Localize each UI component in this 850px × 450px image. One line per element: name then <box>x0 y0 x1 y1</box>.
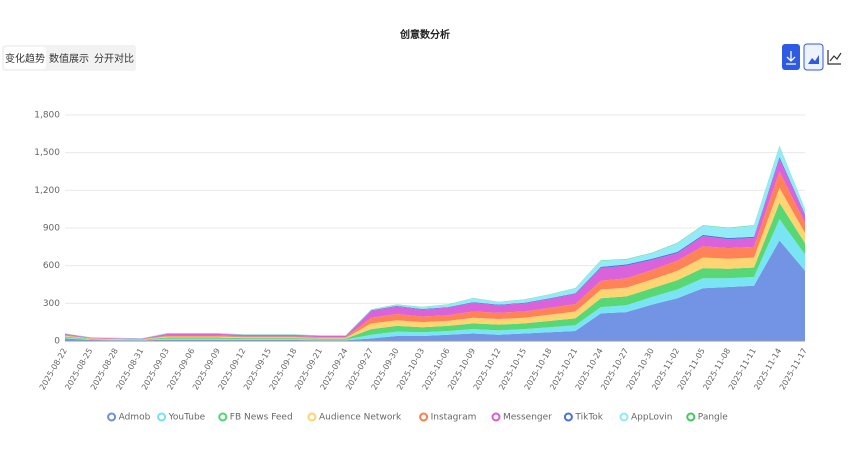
y-tick-label: 600 <box>43 261 60 271</box>
legend-item[interactable]: Pangle <box>686 412 728 423</box>
legend-item[interactable]: YouTube <box>157 412 206 423</box>
legend-marker <box>563 412 573 422</box>
tab[interactable]: 分开对比 <box>94 52 134 65</box>
legend-item[interactable]: Audience Network <box>307 412 403 423</box>
line-chart-button[interactable] <box>827 50 842 65</box>
legend-marker <box>491 412 501 422</box>
area-chart-button[interactable] <box>803 43 824 71</box>
legend-label: Admob <box>119 413 151 423</box>
download-button[interactable] <box>782 44 800 70</box>
legend-item[interactable]: Admob <box>107 412 151 423</box>
tab[interactable]: 数值展示 <box>49 52 89 65</box>
legend-item[interactable]: Messenger <box>491 412 553 423</box>
y-tick-label: 900 <box>43 224 60 234</box>
legend-marker <box>619 412 629 422</box>
legend-label: AppLovin <box>631 413 672 423</box>
area <box>65 219 805 341</box>
legend-label: Instagram <box>431 413 477 423</box>
legend-marker <box>218 412 228 422</box>
legend-label: FB News Feed <box>230 413 293 423</box>
area <box>65 240 805 341</box>
legend-item[interactable]: AppLovin <box>619 412 673 423</box>
x-tick-label: 2025-11-17 <box>778 347 809 392</box>
legend-marker <box>686 412 696 422</box>
legend-marker <box>157 412 167 422</box>
legend-item[interactable]: Instagram <box>419 412 477 423</box>
chart-title: 创意数分析 <box>399 28 450 41</box>
y-tick-label: 1,800 <box>34 111 60 121</box>
legend-label: Messenger <box>503 413 552 423</box>
legend-label: TikTok <box>574 413 603 423</box>
y-tick-label: 300 <box>43 299 60 309</box>
y-tick-label: 1,200 <box>34 186 60 196</box>
legend-marker <box>307 412 317 422</box>
tab[interactable]: 变化趋势 <box>5 52 45 65</box>
y-tick-label: 0 <box>54 337 60 347</box>
tab-active[interactable] <box>4 47 46 69</box>
legend-item[interactable]: FB News Feed <box>218 412 293 423</box>
legend-marker <box>419 412 429 422</box>
legend-label: Audience Network <box>319 413 402 423</box>
legend-label: Pangle <box>698 413 728 423</box>
legend-marker <box>107 412 117 422</box>
legend-item[interactable]: TikTok <box>563 412 604 423</box>
legend-label: YouTube <box>168 413 206 423</box>
y-tick-label: 1,500 <box>34 148 60 158</box>
